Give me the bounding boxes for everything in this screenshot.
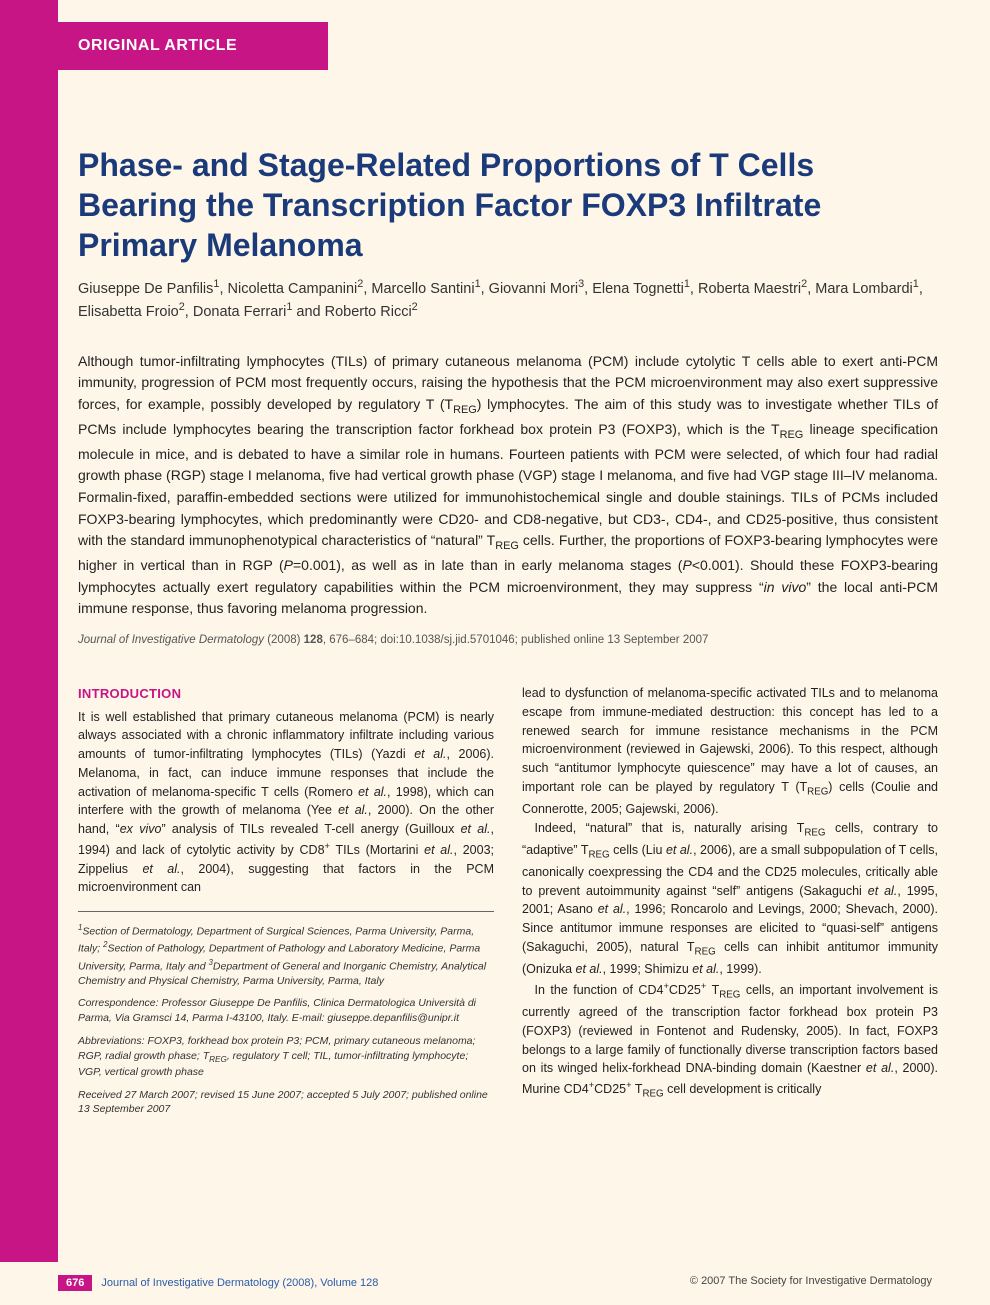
page-footer: 676 Journal of Investigative Dermatology… <box>0 1275 990 1291</box>
article-content: Phase- and Stage-Related Proportions of … <box>78 70 938 1125</box>
footnote-received: Received 27 March 2007; revised 15 June … <box>78 1088 494 1117</box>
body-paragraph: It is well established that primary cuta… <box>78 708 494 898</box>
footnote-affiliations: 1Section of Dermatology, Department of S… <box>78 922 494 988</box>
right-column: lead to dysfunction of melanoma-specific… <box>522 684 938 1125</box>
footnote-divider <box>78 911 494 912</box>
body-paragraph: lead to dysfunction of melanoma-specific… <box>522 684 938 819</box>
page-number: 676 <box>58 1275 92 1291</box>
footnote-abbreviations: Abbreviations: FOXP3, forkhead box prote… <box>78 1034 494 1080</box>
side-accent-bar <box>0 0 58 1262</box>
article-title: Phase- and Stage-Related Proportions of … <box>78 145 938 265</box>
body-columns: INTRODUCTION It is well established that… <box>78 684 938 1125</box>
abstract: Although tumor-infiltrating lymphocytes … <box>78 351 938 620</box>
body-paragraph: Indeed, “natural” that is, naturally ari… <box>522 819 938 979</box>
article-type-label: ORIGINAL ARTICLE <box>78 37 237 55</box>
header-band: ORIGINAL ARTICLE <box>58 22 328 70</box>
footnote-correspondence: Correspondence: Professor Giuseppe De Pa… <box>78 996 494 1025</box>
body-paragraph: In the function of CD4+CD25+ TREG cells,… <box>522 979 938 1103</box>
footer-journal: Journal of Investigative Dermatology (20… <box>101 1277 378 1289</box>
author-list: Giuseppe De Panfilis1, Nicoletta Campani… <box>78 277 938 323</box>
footer-copyright: © 2007 The Society for Investigative Der… <box>690 1275 932 1291</box>
left-column: INTRODUCTION It is well established that… <box>78 684 494 1125</box>
section-heading-introduction: INTRODUCTION <box>78 684 494 704</box>
citation-line: Journal of Investigative Dermatology (20… <box>78 634 938 646</box>
footer-left: 676 Journal of Investigative Dermatology… <box>58 1275 378 1291</box>
